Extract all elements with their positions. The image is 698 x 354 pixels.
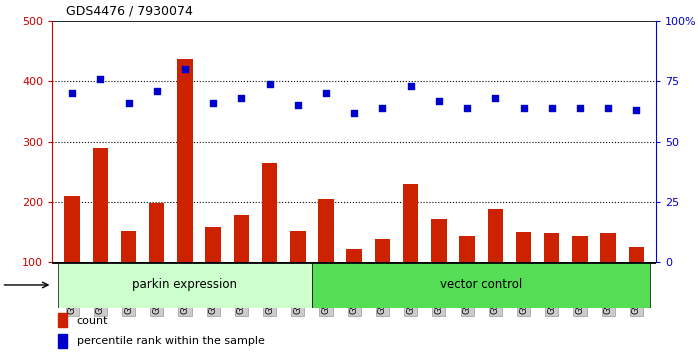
Bar <box>346 249 362 262</box>
Point <box>405 84 416 89</box>
Bar <box>375 239 390 262</box>
Bar <box>121 231 136 262</box>
Point <box>207 100 218 106</box>
Point <box>490 96 501 101</box>
Point <box>179 67 191 72</box>
Bar <box>205 227 221 262</box>
Bar <box>262 163 277 262</box>
Point <box>264 81 275 87</box>
Bar <box>459 236 475 262</box>
Bar <box>64 196 80 262</box>
Point <box>95 76 106 82</box>
Point <box>602 105 614 111</box>
Point <box>631 108 642 113</box>
Bar <box>312 262 651 308</box>
Bar <box>431 219 447 262</box>
Point <box>151 88 163 94</box>
Text: vector control: vector control <box>440 279 522 291</box>
Point <box>546 105 557 111</box>
Bar <box>234 215 249 262</box>
Point <box>574 105 586 111</box>
Text: percentile rank within the sample: percentile rank within the sample <box>77 336 265 346</box>
Point <box>292 103 304 108</box>
Bar <box>629 247 644 262</box>
Bar <box>59 334 68 348</box>
Bar <box>149 203 165 262</box>
Point <box>461 105 473 111</box>
Point <box>66 91 77 96</box>
Bar <box>177 58 193 262</box>
Bar <box>487 209 503 262</box>
Bar <box>290 231 306 262</box>
Bar <box>600 233 616 262</box>
Text: GDS4476 / 7930074: GDS4476 / 7930074 <box>66 5 193 18</box>
Bar <box>59 313 68 327</box>
Bar <box>318 199 334 262</box>
Bar <box>516 232 531 262</box>
Point <box>518 105 529 111</box>
Point <box>123 100 134 106</box>
Bar <box>93 148 108 262</box>
Point <box>433 98 445 103</box>
Text: parkin expression: parkin expression <box>133 279 237 291</box>
Point <box>320 91 332 96</box>
Point <box>236 96 247 101</box>
Bar <box>403 184 418 262</box>
Text: count: count <box>77 316 108 326</box>
Point <box>348 110 360 115</box>
Bar <box>58 262 312 308</box>
Bar <box>572 236 588 262</box>
Point <box>377 105 388 111</box>
Bar <box>544 233 560 262</box>
